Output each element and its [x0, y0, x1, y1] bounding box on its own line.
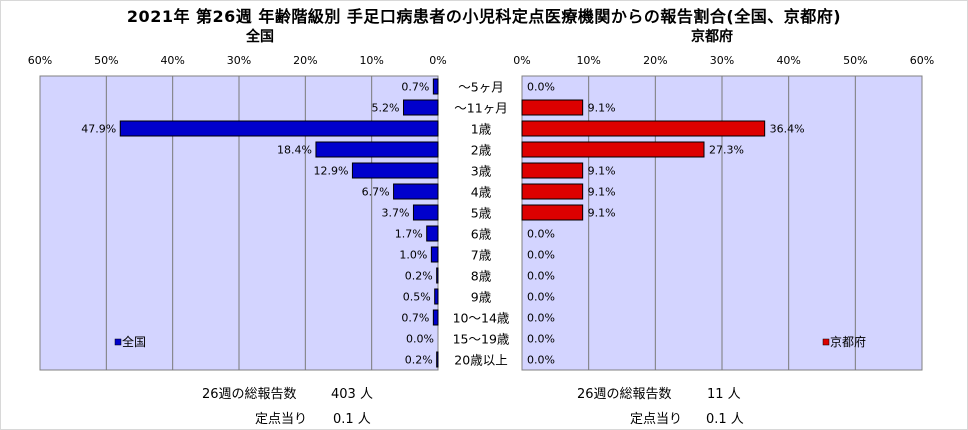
kyoto-value-label: 0.0%	[527, 333, 555, 346]
kyoto-per-value: 0.1 人	[706, 412, 744, 427]
kyoto-bar	[521, 204, 584, 221]
kyoto-tick-label: 40%	[776, 54, 800, 67]
kyoto-total-label: 26週の総報告数	[577, 387, 672, 402]
category-label: 10～14歳	[453, 311, 510, 326]
national-value-label: 5.2%	[372, 102, 400, 115]
kyoto-legend-label: 京都府	[830, 334, 866, 349]
category-label: 5歳	[471, 206, 492, 221]
national-value-label: 12.9%	[313, 165, 348, 178]
category-label: 7歳	[471, 248, 492, 263]
kyoto-value-label: 9.1%	[588, 207, 616, 220]
category-label: 8歳	[471, 269, 492, 284]
kyoto-value-label: 0.0%	[527, 81, 555, 94]
kyoto-total-value: 11 人	[707, 387, 741, 402]
category-label: 2歳	[471, 143, 492, 158]
kyoto-value-label: 9.1%	[588, 165, 616, 178]
kyoto-panel-title: 京都府	[691, 29, 733, 45]
national-bar	[432, 309, 439, 326]
kyoto-value-label: 0.0%	[527, 228, 555, 241]
national-value-label: 18.4%	[277, 144, 312, 157]
national-bar	[430, 246, 439, 263]
kyoto-tick-label: 50%	[843, 54, 867, 67]
category-label: ～11ヶ月	[454, 101, 507, 116]
national-value-label: 3.7%	[382, 207, 410, 220]
national-bar	[426, 225, 439, 242]
kyoto-bar	[521, 120, 766, 137]
national-value-label: 0.0%	[406, 333, 434, 346]
national-value-label: 0.2%	[405, 270, 433, 283]
category-label: 9歳	[471, 290, 492, 305]
national-tick-label: 20%	[293, 54, 317, 67]
national-tick-label: 30%	[227, 54, 251, 67]
national-total-label: 26週の総報告数	[202, 387, 297, 402]
national-panel-title: 全国	[246, 29, 274, 45]
kyoto-value-label: 0.0%	[527, 354, 555, 367]
national-value-label: 0.2%	[405, 354, 433, 367]
category-label: 1歳	[471, 122, 492, 137]
national-tick-label: 40%	[160, 54, 184, 67]
kyoto-legend-swatch	[822, 338, 830, 346]
national-value-label: 47.9%	[81, 123, 116, 136]
national-per-value: 0.1 人	[333, 412, 371, 427]
category-label: 20歳以上	[454, 353, 507, 368]
national-tick-label: 50%	[94, 54, 118, 67]
national-bar	[434, 288, 439, 305]
category-label: 3歳	[471, 164, 492, 179]
kyoto-tick-label: 0%	[513, 54, 530, 67]
kyoto-tick-label: 30%	[710, 54, 734, 67]
kyoto-tick-label: 10%	[576, 54, 600, 67]
national-value-label: 0.7%	[401, 81, 429, 94]
kyoto-per-label: 定点当り	[630, 412, 683, 427]
national-value-label: 1.7%	[395, 228, 423, 241]
national-bar	[412, 204, 439, 221]
national-value-label: 1.0%	[399, 249, 427, 262]
national-bar	[403, 99, 439, 116]
kyoto-bar	[521, 141, 705, 158]
national-bar	[436, 267, 439, 284]
kyoto-value-label: 27.3%	[709, 144, 744, 157]
category-label: 6歳	[471, 227, 492, 242]
kyoto-value-label: 0.0%	[527, 291, 555, 304]
kyoto-value-label: 0.0%	[527, 312, 555, 325]
kyoto-value-label: 0.0%	[527, 249, 555, 262]
national-legend-swatch	[114, 338, 122, 346]
national-tick-label: 60%	[28, 54, 52, 67]
kyoto-value-label: 0.0%	[527, 270, 555, 283]
national-bar	[119, 120, 439, 137]
kyoto-value-label: 9.1%	[588, 186, 616, 199]
chart-title: 2021年 第26週 年齢階級別 手足口病患者の小児科定点医療機関からの報告割合…	[126, 7, 842, 26]
national-legend-label: 全国	[122, 334, 146, 349]
kyoto-bar	[521, 183, 584, 200]
national-tick-label: 10%	[359, 54, 383, 67]
national-bar	[393, 183, 439, 200]
national-per-label: 定点当り	[255, 412, 308, 427]
kyoto-tick-label: 20%	[643, 54, 667, 67]
national-bar	[432, 78, 439, 95]
kyoto-tick-label: 60%	[910, 54, 934, 67]
national-total-value: 403 人	[331, 387, 373, 402]
national-bar	[351, 162, 439, 179]
national-value-label: 6.7%	[362, 186, 390, 199]
kyoto-bar	[521, 99, 584, 116]
national-bar	[315, 141, 439, 158]
category-label: 15～19歳	[453, 332, 510, 347]
national-bar	[436, 351, 439, 368]
category-label: ～5ヶ月	[458, 80, 503, 95]
category-label: 4歳	[471, 185, 492, 200]
national-value-label: 0.5%	[403, 291, 431, 304]
kyoto-bar	[521, 162, 584, 179]
national-value-label: 0.7%	[401, 312, 429, 325]
kyoto-value-label: 9.1%	[588, 102, 616, 115]
kyoto-value-label: 36.4%	[770, 123, 805, 136]
national-tick-label: 0%	[429, 54, 446, 67]
